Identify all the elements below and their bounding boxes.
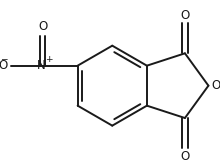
Text: O: O: [38, 20, 47, 33]
Text: O: O: [180, 150, 190, 163]
Text: O: O: [212, 79, 220, 92]
Text: +: +: [45, 55, 52, 64]
Text: O: O: [0, 59, 8, 72]
Text: −: −: [0, 54, 8, 64]
Text: O: O: [180, 9, 190, 22]
Text: N: N: [37, 59, 45, 72]
